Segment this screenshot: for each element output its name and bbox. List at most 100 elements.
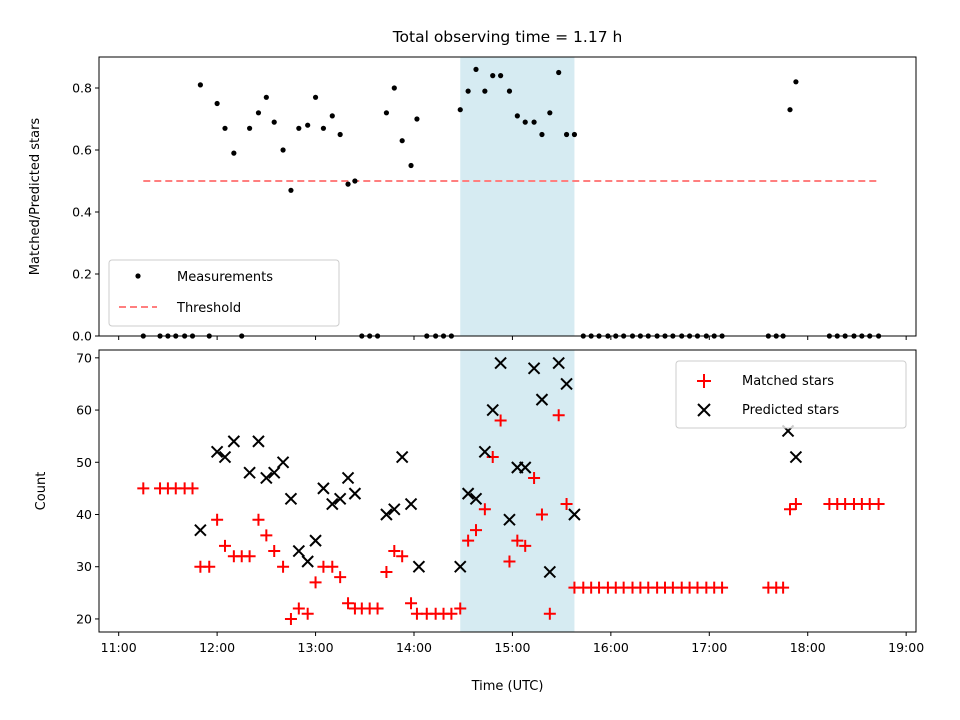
measurement-point (563, 131, 570, 138)
matched-star-point (470, 524, 483, 537)
measurement-point (522, 119, 528, 125)
predicted-star-point (309, 534, 322, 547)
predicted-star-point (519, 461, 532, 474)
matched-star-point (326, 560, 339, 573)
predicted-star-point (252, 435, 265, 448)
predicted-star-point (469, 492, 483, 506)
predicted-star-points (194, 356, 803, 579)
bottom-legend-box (675, 360, 907, 429)
top-y-axis-label: Matched/Predicted stars (28, 118, 43, 276)
predicted-star-point (404, 497, 418, 511)
matched-star-point (186, 482, 199, 495)
matched-star-point (462, 534, 475, 547)
x-tick-label: 17:00 (691, 640, 727, 655)
measurement-point (271, 119, 277, 125)
bottom-y-tick-label: 60 (76, 403, 92, 418)
measurement-point (414, 116, 420, 122)
top-y-ticks: 0.0 0.2 0.4 0.6 0.8 (72, 81, 99, 344)
measurement-point (391, 85, 397, 91)
measurement-point (247, 125, 253, 131)
predicted-star-point (260, 471, 273, 485)
legend-label-matched: Matched stars (742, 374, 834, 389)
matched-star-point (396, 550, 409, 563)
measurement-point (383, 110, 390, 116)
matched-star-point (789, 498, 802, 511)
measurement-point (329, 113, 335, 119)
chart-title: Total observing time = 1.17 h (392, 28, 623, 46)
bottom-y-tick-label: 20 (76, 611, 92, 626)
measurement-point (263, 94, 269, 100)
bottom-y-axis-label: Count (34, 472, 49, 511)
bottom-y-tick-label: 50 (76, 455, 92, 470)
predicted-star-point (461, 487, 475, 500)
matched-star-point (218, 539, 231, 552)
bottom-legend: Matched stars Predicted stars (675, 360, 907, 429)
measurement-point (320, 125, 327, 131)
measurement-point (255, 110, 262, 116)
matched-star-point (260, 529, 273, 542)
measurement-point (305, 122, 311, 128)
legend-label-predicted: Predicted stars (742, 403, 839, 418)
matched-star-point (388, 545, 401, 558)
measurement-point (793, 79, 799, 85)
top-y-tick-label: 0.4 (72, 205, 92, 220)
matched-star-point (784, 503, 797, 516)
predicted-star-point (568, 508, 581, 521)
predicted-star-point (194, 523, 207, 537)
predicted-star-point (543, 565, 557, 579)
legend-marker-matched (697, 374, 711, 388)
x-tick-label: 12:00 (199, 640, 235, 655)
matched-star-point (268, 545, 281, 558)
bottom-y-tick-label: 70 (76, 350, 92, 365)
predicted-star-point (380, 508, 393, 521)
matched-star-point (301, 607, 314, 620)
measurement-point (222, 125, 228, 131)
bottom-y-tick-label: 40 (76, 507, 92, 522)
measurement-point (214, 100, 220, 107)
top-panel: 0.0 0.2 0.4 0.6 0.8 Total observing time = 1… (28, 28, 917, 344)
predicted-star-point (560, 377, 573, 391)
matched-star-point (543, 607, 556, 620)
matched-star-point (872, 498, 885, 511)
x-tick-label: 16:00 (593, 640, 629, 655)
x-tick-label: 19:00 (888, 640, 924, 655)
matched-star-point (445, 607, 458, 620)
predicted-star-point (494, 356, 507, 370)
predicted-star-point (789, 450, 803, 464)
matched-star-point (380, 565, 393, 578)
predicted-star-point (486, 403, 499, 417)
predicted-star-point (227, 435, 241, 448)
predicted-star-point (388, 503, 401, 516)
predicted-star-point (292, 544, 306, 558)
predicted-star-point (243, 466, 256, 479)
predicted-star-point (326, 497, 339, 511)
matched-star-point (292, 602, 305, 615)
matched-star-points (137, 409, 885, 625)
top-y-tick-label: 0.0 (72, 329, 92, 344)
predicted-star-point (210, 445, 224, 459)
measurement-point (473, 66, 479, 72)
measurement-point (514, 113, 520, 119)
matched-star-point (716, 581, 729, 594)
matched-star-point (519, 539, 532, 552)
predicted-star-point (333, 492, 347, 506)
top-y-tick-label: 0.6 (72, 143, 92, 158)
predicted-star-point (552, 356, 565, 370)
matched-star-point (243, 550, 256, 563)
x-tick-label: 11:00 (101, 640, 137, 655)
measurement-point (280, 147, 286, 153)
top-y-tick-label: 0.8 (72, 81, 92, 96)
measurement-point (539, 131, 545, 138)
measurement-point (337, 131, 343, 138)
measurement-point (457, 107, 463, 113)
top-legend: Measurements Threshold (108, 259, 340, 327)
top-axes-frame (98, 56, 917, 337)
measurement-point (490, 73, 496, 79)
measurement-point (506, 88, 513, 94)
predicted-star-point (341, 471, 355, 485)
x-tick-label: 13:00 (298, 640, 334, 655)
predicted-star-point (412, 560, 426, 573)
predicted-star-point (503, 513, 516, 526)
x-tick-label: 14:00 (396, 640, 432, 655)
